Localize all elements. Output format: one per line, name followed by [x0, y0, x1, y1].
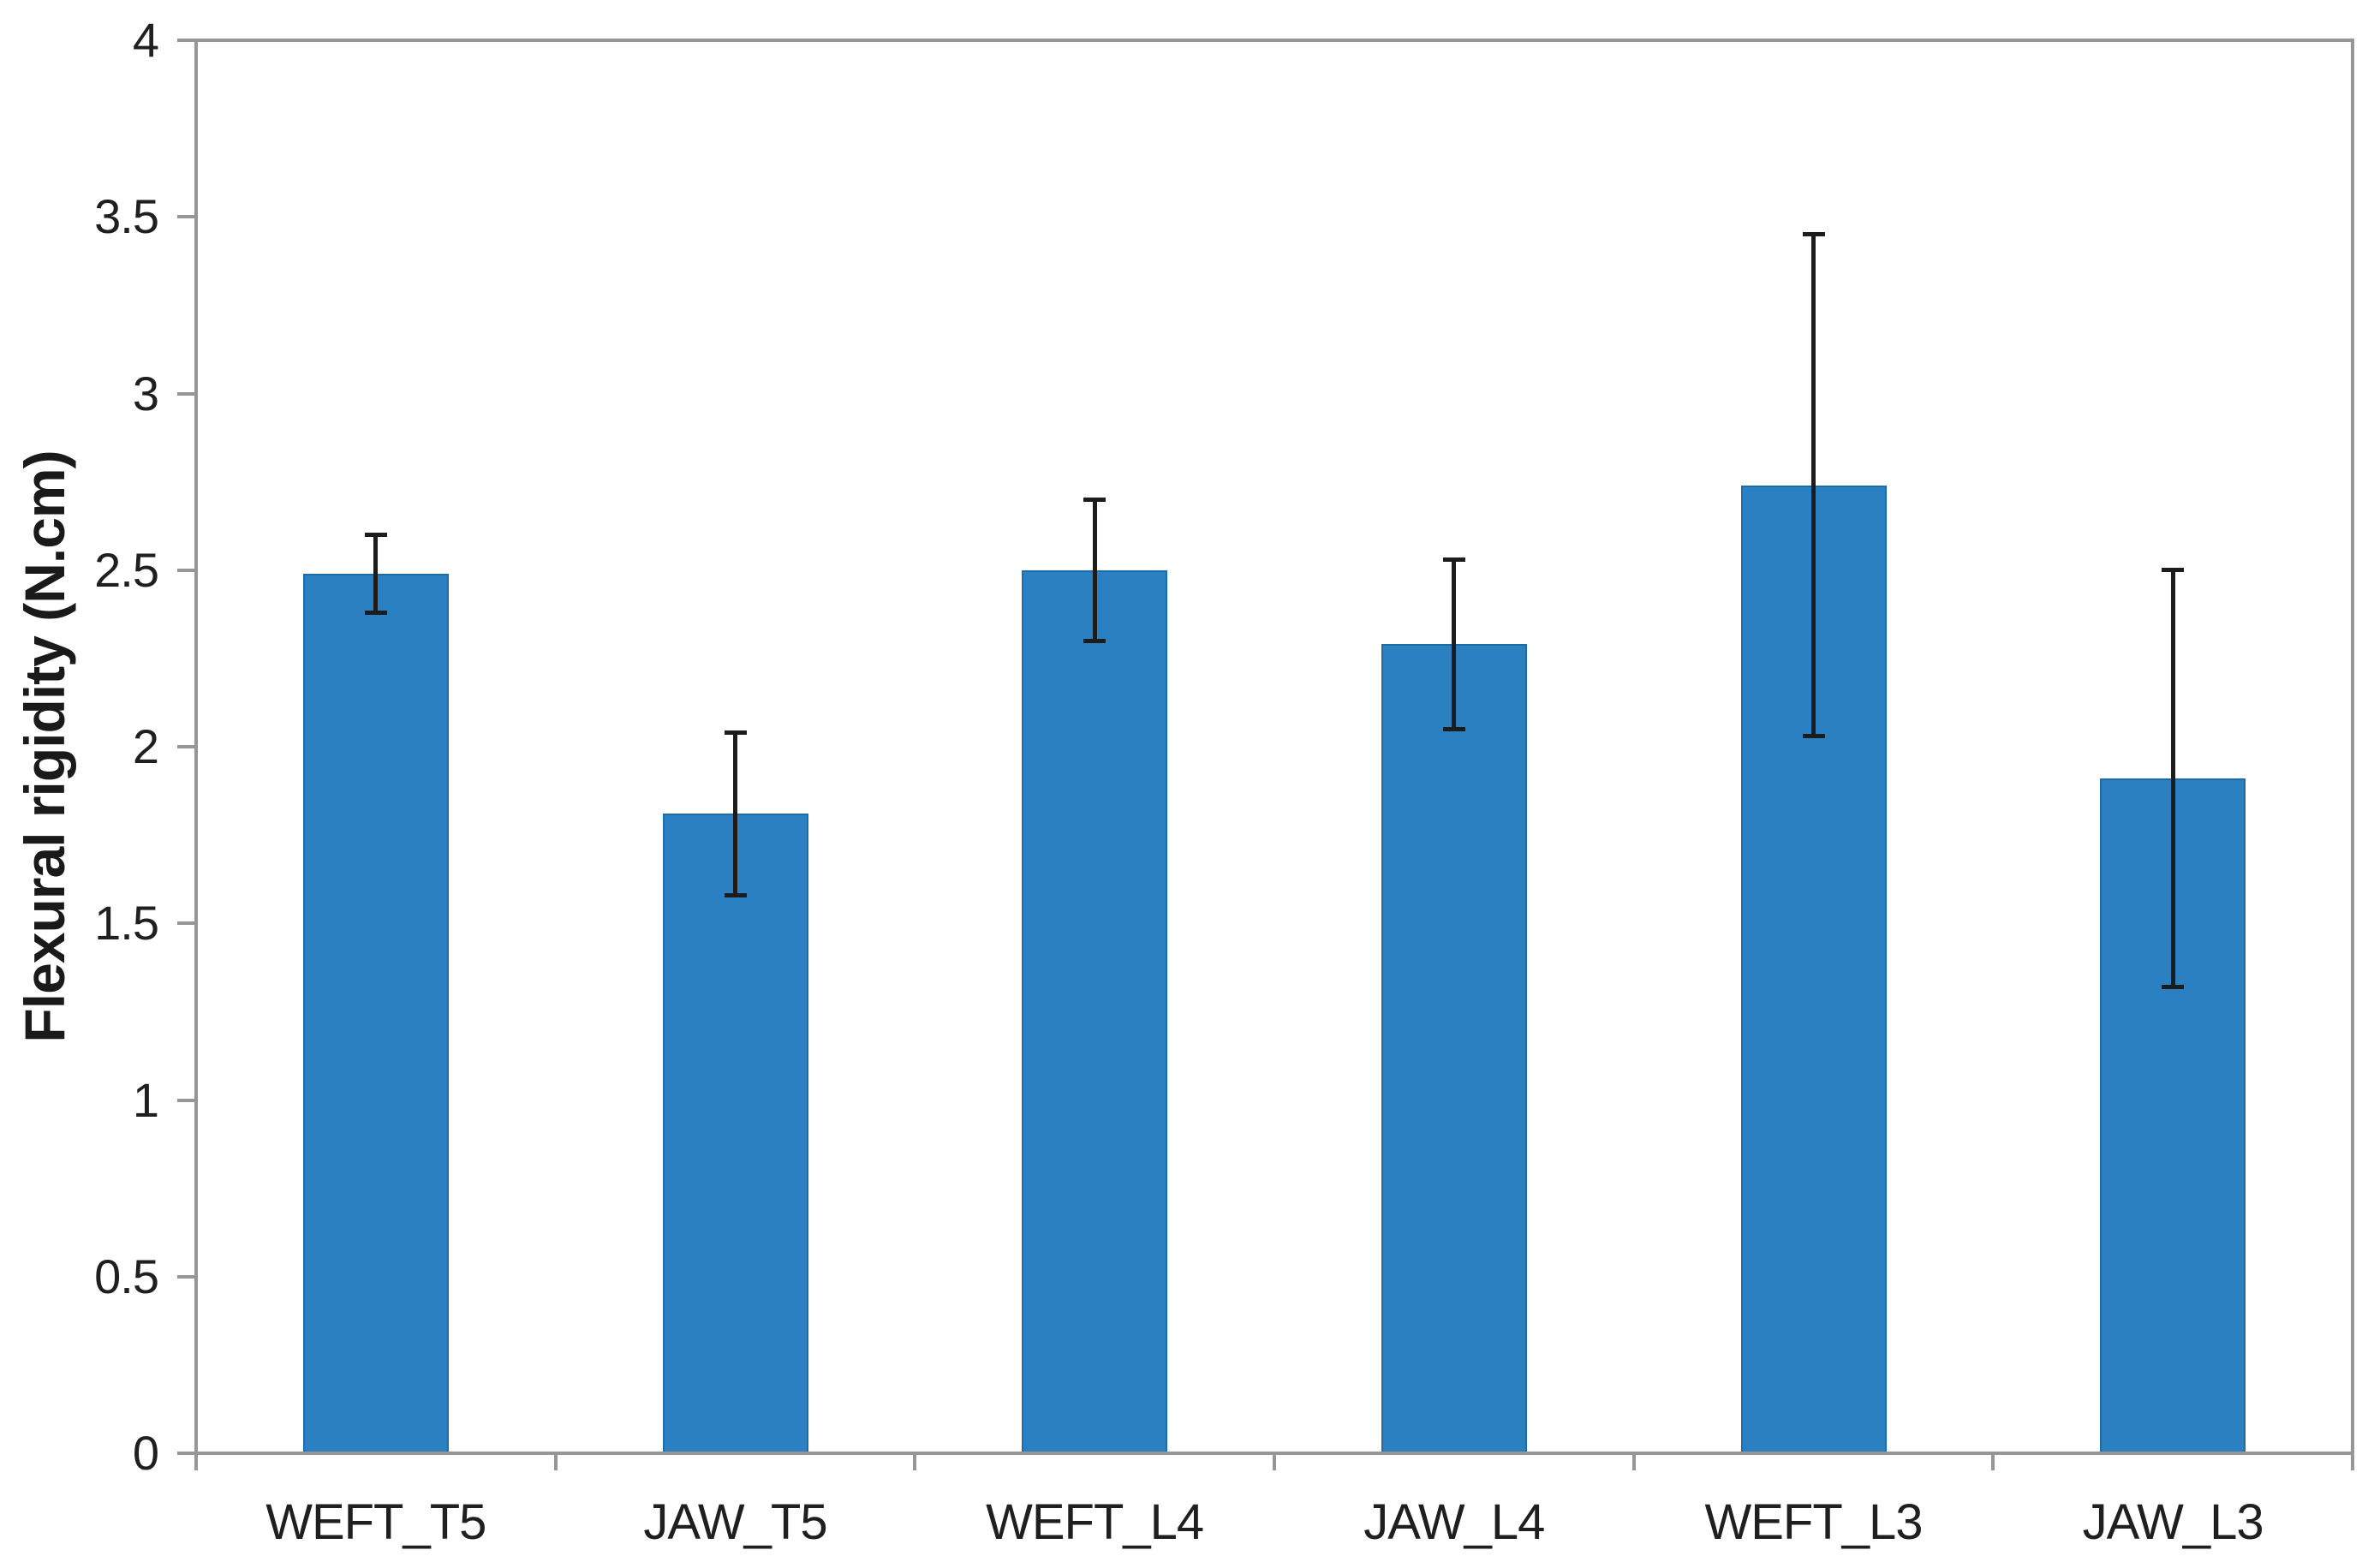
y-tick-mark-2.5	[177, 568, 196, 572]
error-bar-cap-top-WEFT_L4	[1083, 497, 1106, 502]
error-bar-cap-bottom-WEFT_T5	[364, 610, 387, 615]
bar-JAW_L4	[1381, 644, 1527, 1453]
x-tick-label-WEFT_L4: WEFT_L4	[986, 1494, 1204, 1550]
y-tick-mark-2	[177, 745, 196, 748]
error-bar-stem-JAW_L3	[2170, 569, 2175, 987]
x-tick-label-WEFT_T5: WEFT_T5	[265, 1494, 486, 1550]
y-tick-mark-4	[177, 39, 196, 42]
plot-right-border	[2351, 40, 2354, 1453]
error-bar-cap-top-JAW_L4	[1442, 557, 1465, 562]
x-tick-label-WEFT_L3: WEFT_L3	[1704, 1494, 1923, 1550]
y-tick-mark-1	[177, 1098, 196, 1102]
y-tick-mark-3.5	[177, 215, 196, 219]
y-tick-label-0: 0	[132, 1426, 159, 1480]
error-bar-cap-bottom-WEFT_L4	[1083, 638, 1106, 643]
bar-WEFT_L4	[1022, 569, 1168, 1453]
x-tick-mark-3	[1273, 1453, 1276, 1470]
y-tick-mark-0	[177, 1452, 196, 1455]
y-tick-mark-0.5	[177, 1274, 196, 1279]
error-bar-cap-bottom-JAW_T5	[724, 892, 747, 897]
y-tick-label-4: 4	[132, 13, 159, 67]
x-tick-mark-5	[1991, 1453, 1995, 1470]
error-bar-stem-JAW_T5	[733, 732, 737, 896]
error-bar-cap-top-JAW_L3	[2162, 568, 2185, 573]
x-tick-mark-1	[553, 1453, 558, 1470]
error-bar-stem-WEFT_L4	[1092, 499, 1097, 641]
error-bar-stem-JAW_L4	[1452, 559, 1457, 730]
x-axis-line	[194, 1452, 2354, 1455]
error-bar-cap-bottom-JAW_L4	[1442, 726, 1465, 731]
error-bar-cap-top-WEFT_L3	[1802, 232, 1825, 237]
x-tick-label-JAW_L3: JAW_L3	[2082, 1494, 2264, 1550]
x-tick-label-JAW_T5: JAW_T5	[643, 1494, 827, 1550]
error-bar-cap-bottom-JAW_L3	[2162, 985, 2185, 989]
x-tick-mark-4	[1631, 1453, 1636, 1470]
bar-JAW_T5	[662, 814, 808, 1453]
x-tick-mark-6	[2351, 1453, 2354, 1470]
y-tick-label-1: 1	[132, 1072, 159, 1127]
error-bar-stem-WEFT_T5	[373, 534, 379, 613]
y-tick-label-1.5: 1.5	[94, 896, 159, 951]
y-axis-line	[194, 40, 198, 1470]
y-tick-mark-3	[177, 391, 196, 396]
y-tick-label-3.5: 3.5	[94, 189, 159, 244]
x-tick-mark-2	[913, 1453, 917, 1470]
y-tick-label-2.5: 2.5	[94, 542, 159, 597]
error-bar-cap-bottom-WEFT_L3	[1802, 734, 1825, 739]
y-tick-label-2: 2	[132, 719, 159, 773]
plot-top-border	[194, 39, 2354, 42]
bar-WEFT_T5	[302, 573, 449, 1453]
error-bar-cap-top-JAW_T5	[724, 730, 747, 735]
x-tick-label-JAW_L4: JAW_L4	[1363, 1494, 1545, 1550]
y-tick-label-0.5: 0.5	[94, 1249, 159, 1303]
error-bar-stem-WEFT_L3	[1811, 234, 1816, 736]
error-bar-cap-top-WEFT_T5	[364, 533, 387, 537]
y-tick-mark-1.5	[177, 921, 196, 926]
y-tick-label-3: 3	[132, 366, 159, 420]
